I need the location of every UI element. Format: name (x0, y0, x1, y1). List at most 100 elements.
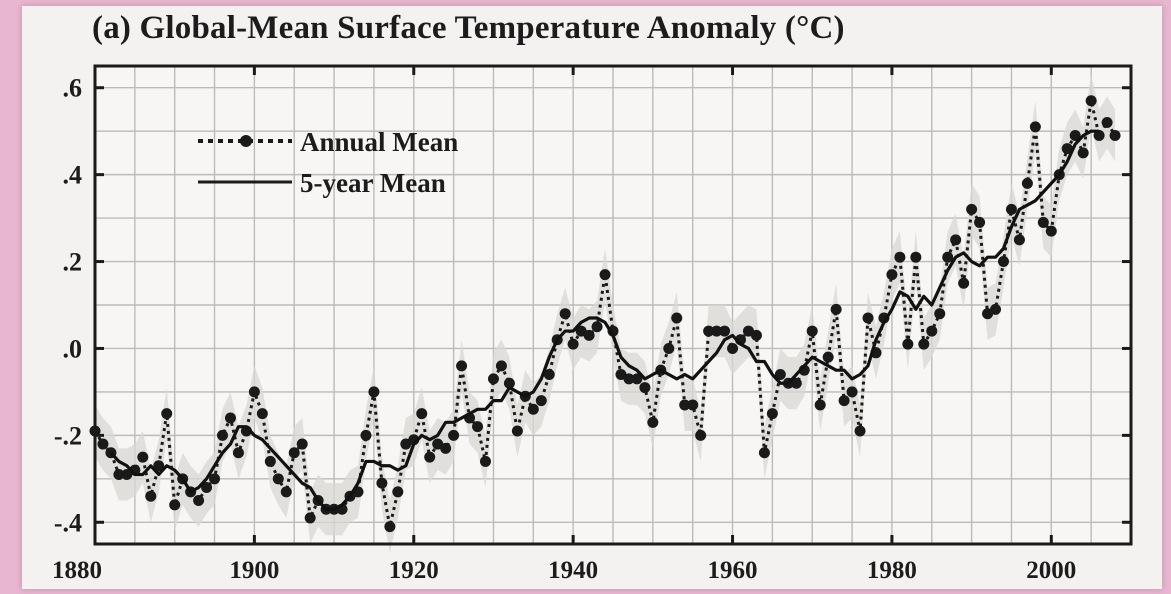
annual-mean-point (137, 451, 149, 463)
annual-mean-point (671, 312, 683, 324)
annual-mean-point (296, 438, 308, 450)
annual-mean-points-group (89, 95, 1121, 533)
annual-mean-point (264, 455, 276, 467)
annual-mean-point (169, 499, 181, 511)
annual-mean-point (591, 321, 603, 333)
annual-mean-point (790, 377, 802, 389)
annual-mean-point (280, 486, 292, 498)
annual-mean-point (224, 412, 236, 424)
annual-mean-point (719, 325, 731, 337)
annual-mean-point (1069, 130, 1081, 142)
x-tick-label: 1880 (52, 557, 102, 584)
annual-mean-point (248, 386, 260, 398)
annual-mean-point (288, 447, 300, 459)
annual-mean-point (193, 495, 205, 507)
annual-mean-point (966, 203, 978, 215)
annual-mean-point (814, 399, 826, 411)
plot-border (93, 64, 1133, 546)
annual-mean-point (232, 447, 244, 459)
annual-mean-point (886, 269, 898, 281)
annual-mean-point (360, 429, 372, 441)
annual-mean-point (647, 416, 659, 428)
annual-mean-point (503, 377, 515, 389)
y-tick-label: -.4 (54, 508, 82, 537)
annual-mean-point (1029, 121, 1041, 133)
annual-mean-point (511, 425, 523, 437)
axis-ticks: -.4 -.2 .0 .2 .4 .6 1880 1900 1920 1940 1960 1980 20… (52, 66, 1131, 584)
legend-annual-swatch-marker (240, 135, 252, 147)
annual-mean-point (1077, 147, 1089, 159)
annual-mean-point (910, 251, 922, 263)
annual-mean-point (806, 325, 818, 337)
annual-mean-point (862, 312, 874, 324)
annual-mean-point (766, 408, 778, 420)
annual-mean-point (161, 408, 173, 420)
annual-mean-point (663, 342, 675, 354)
five-year-mean-line (109, 129, 1100, 511)
annual-mean-point (854, 425, 866, 437)
annual-mean-point (113, 468, 125, 480)
annual-mean-point (472, 421, 484, 433)
annual-mean-point (997, 256, 1009, 268)
x-tick-label: 2000 (1026, 557, 1076, 584)
annual-mean-point (639, 382, 651, 394)
annual-mean-point (567, 338, 579, 350)
annual-mean-point (679, 399, 691, 411)
annual-mean-point (217, 429, 229, 441)
annual-mean-point (440, 442, 452, 454)
annual-mean-point (1085, 95, 1097, 107)
annual-mean-point (304, 512, 316, 524)
annual-mean-point (1109, 130, 1121, 142)
y-tick-label: .4 (63, 161, 83, 190)
x-tick-label: 1920 (389, 557, 439, 584)
annual-mean-point (918, 338, 930, 350)
annual-mean-point (487, 373, 499, 385)
annual-mean-point (97, 438, 109, 450)
annual-mean-point (822, 351, 834, 363)
y-tick-label: .0 (63, 334, 83, 363)
annual-mean-point (456, 360, 468, 372)
annual-mean-point (631, 373, 643, 385)
annual-mean-point (1005, 203, 1017, 215)
annual-mean-point (1061, 143, 1073, 155)
annual-mean-point (974, 216, 986, 228)
legend-five-label: 5-year Mean (300, 168, 446, 198)
legend: Annual Mean 5-year Mean (198, 127, 458, 198)
annual-mean-point (926, 325, 938, 337)
annual-mean-point (145, 490, 157, 502)
annual-mean-point (201, 482, 213, 494)
annual-mean-point (1101, 116, 1113, 128)
annual-mean-point (527, 403, 539, 415)
annual-mean-point (495, 360, 507, 372)
annual-mean-point (153, 460, 165, 472)
annual-mean-point (703, 325, 715, 337)
chart-title: (a) Global-Mean Surface Temperature Anom… (92, 10, 845, 46)
annual-mean-point (424, 451, 436, 463)
annual-mean-point (535, 395, 547, 407)
annual-mean-point (774, 369, 786, 381)
annual-mean-point (392, 486, 404, 498)
annual-mean-point (902, 338, 914, 350)
annual-mean-point (384, 521, 396, 533)
x-tick-label: 1940 (548, 557, 598, 584)
annual-mean-point (256, 408, 268, 420)
legend-annual-label: Annual Mean (300, 127, 458, 157)
annual-mean-point (416, 408, 428, 420)
y-tick-label: .6 (63, 74, 83, 103)
annual-mean-point (934, 308, 946, 320)
annual-mean-point (750, 329, 762, 341)
annual-mean-point (958, 277, 970, 289)
x-tick-label: 1900 (229, 557, 279, 584)
annual-mean-point (209, 473, 221, 485)
annual-mean-point (583, 329, 595, 341)
annual-mean-point (543, 369, 555, 381)
annual-mean-point (272, 473, 284, 485)
annual-mean-point (894, 251, 906, 263)
annual-mean-point (368, 386, 380, 398)
annual-mean-point (830, 303, 842, 315)
annual-mean-point (942, 251, 954, 263)
annual-mean-point (623, 373, 635, 385)
annual-mean-point (687, 399, 699, 411)
annual-mean-point (711, 325, 723, 337)
